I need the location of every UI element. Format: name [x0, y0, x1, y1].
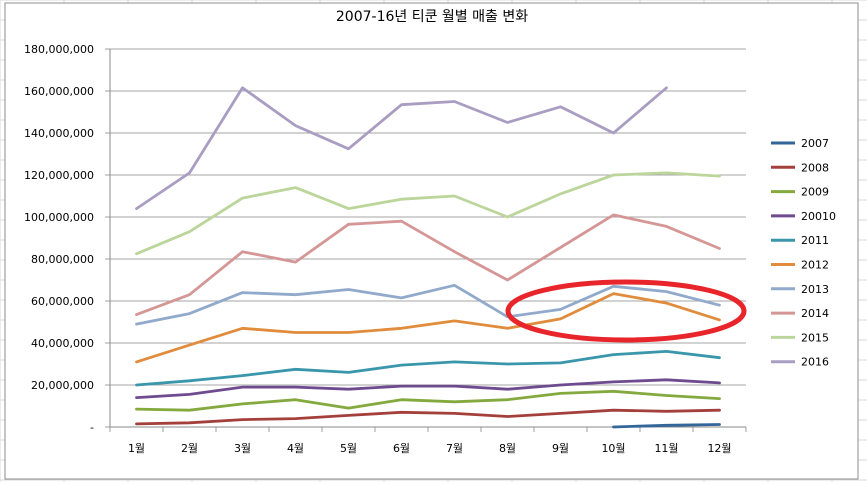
legend-label-2011: 2011 [801, 234, 829, 247]
series-line-2009 [135, 389, 721, 412]
y-tick-label: 80,000,000 [31, 253, 94, 266]
legend: 2007 2008 2009 20010 2011 2012 2013 2014 2015 201… [771, 137, 836, 369]
series-line-2013 [135, 283, 721, 326]
x-tick-label: 11월 [654, 442, 678, 455]
chart-frame [4, 2, 859, 480]
x-tick-label: 6월 [393, 442, 410, 455]
x-tick-label: 1월 [128, 442, 145, 455]
legend-label-2014: 2014 [801, 307, 829, 320]
series-line-2012 [135, 292, 721, 364]
legend-label-2007: 2007 [801, 137, 829, 150]
series-line-2007 [612, 423, 721, 429]
x-tick-label: 7월 [446, 442, 463, 455]
y-tick-label: 180,000,000 [24, 43, 94, 56]
legend-label-20010: 20010 [801, 210, 836, 223]
y-tick-label: - [90, 421, 94, 434]
plot-area: - 20,000,000 40,000,000 60,000,000 80,000,00… [24, 43, 747, 455]
y-tick-label: 20,000,000 [31, 379, 94, 392]
series-line-2014 [135, 213, 721, 316]
series-line-2015 [135, 171, 721, 256]
x-tick-label: 5월 [340, 442, 357, 455]
x-tick-label: 4월 [287, 442, 304, 455]
series-line-2008 [135, 408, 721, 426]
y-tick-label: 100,000,000 [24, 211, 94, 224]
legend-label-2013: 2013 [801, 283, 829, 296]
y-tick-label: 40,000,000 [31, 337, 94, 350]
x-tick-label: 10월 [601, 442, 625, 455]
legend-label-2009: 2009 [801, 186, 829, 199]
y-tick-label: 60,000,000 [31, 295, 94, 308]
legend-label-2015: 2015 [801, 331, 829, 344]
y-tick-label: 140,000,000 [24, 127, 94, 140]
series-line-2011 [135, 350, 721, 387]
legend-label-2008: 2008 [801, 161, 829, 174]
legend-label-2016: 2016 [801, 356, 829, 369]
highlight-ellipse [505, 279, 747, 343]
x-tick-label: 12월 [707, 442, 731, 455]
y-tick-label: 120,000,000 [24, 169, 94, 182]
legend-label-2012: 2012 [801, 259, 829, 272]
series-line-2016 [135, 86, 668, 210]
y-tick-label: 160,000,000 [24, 85, 94, 98]
x-tick-label: 2월 [181, 442, 198, 455]
series-line-20010 [135, 378, 721, 399]
x-tick-label: 9월 [552, 442, 569, 455]
chart-title: 2007-16년 티쿤 월별 매출 변화 [336, 9, 528, 25]
x-tick-label: 3월 [234, 442, 251, 455]
x-tick-label: 8월 [499, 442, 516, 455]
